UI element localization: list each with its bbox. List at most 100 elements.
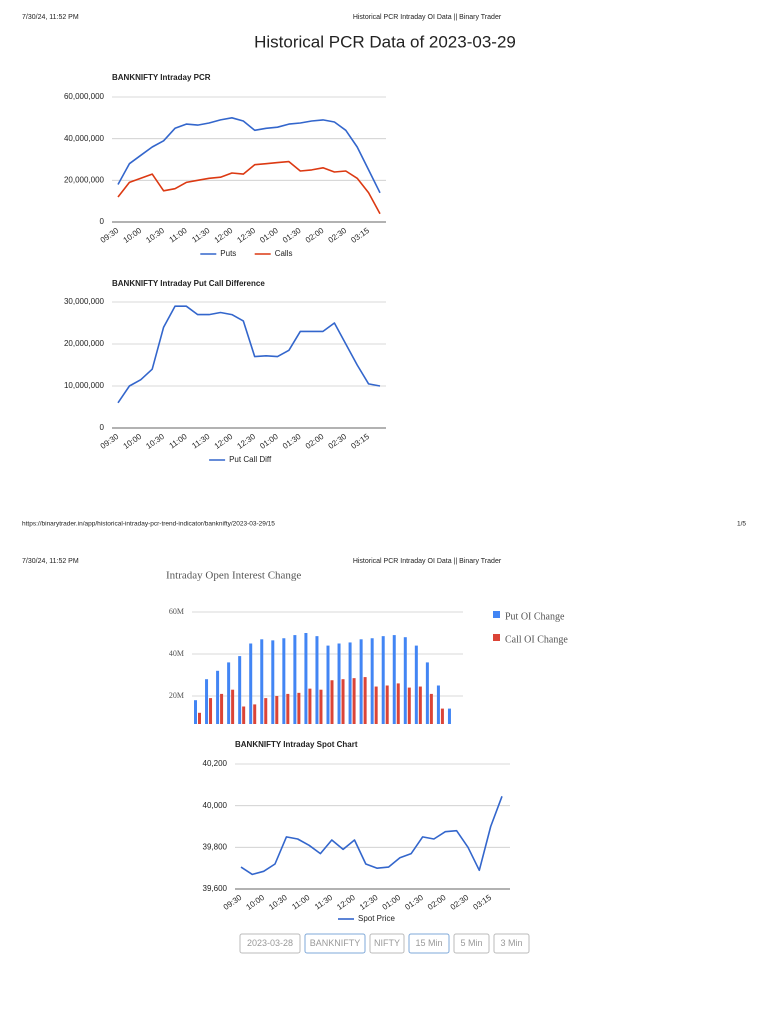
bar bbox=[429, 693, 433, 724]
bar-group bbox=[194, 633, 451, 724]
x-tick-label: 11:30 bbox=[190, 226, 212, 245]
bar bbox=[330, 680, 334, 724]
bar bbox=[352, 678, 356, 724]
line-series bbox=[117, 305, 381, 404]
x-tick-label: 11:30 bbox=[313, 893, 335, 912]
bar bbox=[209, 698, 213, 724]
x-tick-label: 09:30 bbox=[222, 893, 244, 912]
bar bbox=[293, 635, 297, 724]
x-tick-label: 01:00 bbox=[258, 432, 280, 451]
filter-button[interactable]: BANKNIFTY bbox=[304, 933, 366, 954]
bar bbox=[286, 693, 290, 724]
filter-button[interactable]: 15 Min bbox=[408, 933, 450, 954]
x-tick-label: 02:30 bbox=[327, 226, 349, 245]
y-tick-label: 39,800 bbox=[203, 842, 228, 851]
x-tick-label: 03:15 bbox=[349, 432, 371, 451]
x-tick-label: 10:00 bbox=[122, 432, 144, 451]
x-tick-label: 02:00 bbox=[304, 432, 326, 451]
filter-button[interactable]: 2023-03-28 bbox=[239, 933, 301, 954]
print-date: 7/30/24, 11:52 PM bbox=[22, 14, 79, 21]
bar bbox=[374, 686, 378, 724]
bar bbox=[436, 685, 440, 724]
x-tick-label: 11:00 bbox=[168, 432, 190, 451]
y-tick-label: 39,600 bbox=[203, 884, 228, 893]
chart-title: Intraday Open Interest Change bbox=[166, 570, 301, 582]
button-frame bbox=[408, 933, 450, 954]
button-label: 15 Min bbox=[415, 938, 442, 948]
line-series bbox=[240, 796, 503, 876]
filter-button[interactable]: 5 Min bbox=[453, 933, 490, 954]
filter-button[interactable]: 3 Min bbox=[493, 933, 530, 954]
legend-label: Calls bbox=[275, 249, 293, 258]
x-tick-label: 11:00 bbox=[168, 226, 190, 245]
bar bbox=[425, 662, 429, 724]
x-tick-label: 01:30 bbox=[281, 226, 303, 245]
button-label: BANKNIFTY bbox=[310, 938, 361, 948]
bar bbox=[297, 692, 301, 724]
x-tick-label: 12:00 bbox=[213, 226, 235, 245]
bar bbox=[396, 683, 400, 724]
bar bbox=[341, 679, 345, 724]
bar bbox=[315, 636, 319, 724]
bar bbox=[348, 642, 352, 724]
x-tick-label: 02:00 bbox=[304, 226, 326, 245]
x-tick-label: 10:30 bbox=[144, 432, 166, 451]
x-tick-label: 03:15 bbox=[349, 226, 371, 245]
x-tick-label: 10:30 bbox=[144, 226, 166, 245]
bar bbox=[363, 677, 367, 724]
button-frame bbox=[493, 933, 530, 954]
x-tick-label: 02:00 bbox=[426, 893, 448, 912]
button-label: 5 Min bbox=[460, 938, 482, 948]
chart-title: BANKNIFTY Intraday Put Call Difference bbox=[112, 279, 265, 288]
bar bbox=[337, 643, 341, 724]
button-label: 2023-03-28 bbox=[247, 938, 293, 948]
bar bbox=[403, 637, 407, 724]
bar bbox=[264, 698, 268, 724]
bar bbox=[385, 685, 389, 724]
filter-button[interactable]: NIFTY bbox=[369, 933, 405, 954]
x-tick-label: 12:30 bbox=[235, 226, 257, 245]
bar bbox=[194, 700, 197, 724]
x-tick-label: 11:00 bbox=[290, 893, 312, 912]
bar bbox=[319, 689, 323, 724]
x-tick-label: 01:30 bbox=[403, 893, 425, 912]
page-heading: Historical PCR Data of 2023-03-29 bbox=[254, 32, 516, 51]
y-tick-label: 10,000,000 bbox=[64, 381, 105, 390]
x-tick-label: 12:00 bbox=[335, 893, 357, 912]
x-tick-label: 01:00 bbox=[258, 226, 280, 245]
y-tick-label: 40,000 bbox=[203, 801, 228, 810]
x-tick-label: 02:30 bbox=[327, 432, 349, 451]
bar bbox=[275, 696, 279, 724]
print-title: Historical PCR Intraday OI Data || Binar… bbox=[353, 558, 502, 565]
bar bbox=[253, 704, 257, 724]
y-tick-label: 20M bbox=[169, 691, 184, 700]
print-title: Historical PCR Intraday OI Data || Binar… bbox=[353, 14, 502, 21]
bar bbox=[238, 656, 242, 724]
bar bbox=[304, 633, 308, 724]
bar bbox=[308, 688, 312, 724]
bar bbox=[282, 638, 286, 724]
y-tick-label: 40,200 bbox=[203, 759, 228, 768]
legend-swatch bbox=[493, 634, 500, 641]
x-tick-label: 01:00 bbox=[381, 893, 403, 912]
x-tick-label: 10:00 bbox=[122, 226, 144, 245]
bar bbox=[231, 689, 235, 724]
legend-label: Spot Price bbox=[358, 914, 395, 923]
button-label: NIFTY bbox=[374, 938, 400, 948]
bar bbox=[326, 645, 330, 724]
y-tick-label: 20,000,000 bbox=[64, 175, 105, 184]
y-tick-label: 40M bbox=[169, 649, 184, 658]
bar bbox=[418, 686, 422, 724]
bar bbox=[271, 640, 275, 724]
bar bbox=[392, 635, 396, 724]
bar bbox=[205, 679, 209, 724]
x-tick-label: 12:30 bbox=[235, 432, 257, 451]
x-tick-label: 01:30 bbox=[281, 432, 303, 451]
legend-label: Puts bbox=[220, 249, 236, 258]
x-tick-label: 12:00 bbox=[213, 432, 235, 451]
x-tick-label: 02:30 bbox=[449, 893, 471, 912]
page-number: 1/5 bbox=[737, 521, 746, 528]
bar bbox=[249, 643, 253, 724]
